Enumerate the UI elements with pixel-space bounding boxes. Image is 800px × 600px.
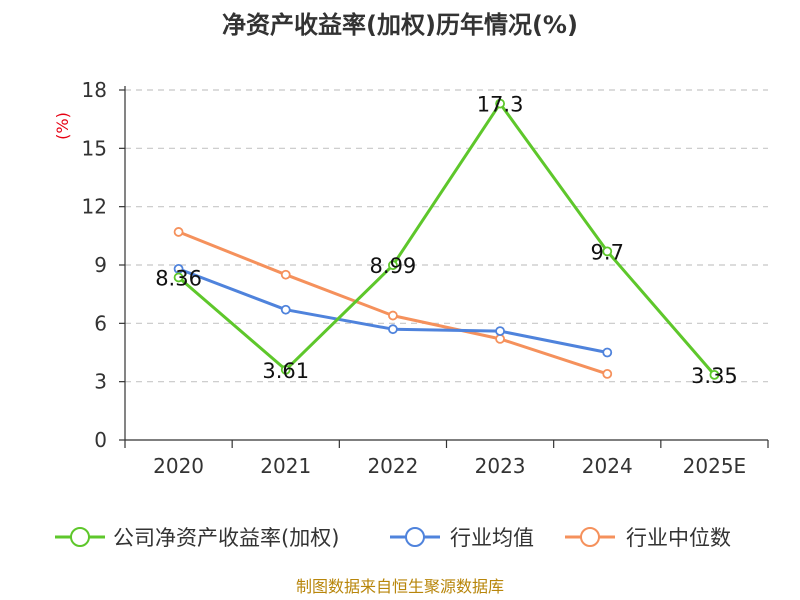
data-label-2025E: 3.35 <box>691 364 738 388</box>
legend-item-2: 行业中位数 <box>565 526 731 550</box>
series-0-point-2025E <box>709 369 720 380</box>
series-2-point-2024 <box>602 368 613 379</box>
series-0-point-2021 <box>280 364 291 375</box>
data-label-2023: 17.3 <box>477 93 524 117</box>
legend-label-0: 公司净资产收益率(加权) <box>113 526 339 550</box>
source-note: 制图数据来自恒生聚源数据库 <box>296 577 504 596</box>
series-1-point-2023 <box>495 326 505 337</box>
y-tick-label-15: 15 <box>82 136 107 160</box>
y-tick-label-9: 9 <box>94 253 107 277</box>
x-tick-label-2021: 2021 <box>260 454 311 478</box>
axis-layer: 0 3 6 9 12 15 18 2020 2021 2022 2023 2024 2025E <box>82 78 769 478</box>
y-tick-label-18: 18 <box>82 78 107 102</box>
legend: 公司净资产收益率(加权) 行业均值 行业中位数 <box>55 526 731 550</box>
x-tick-label-2025E: 2025E <box>683 454 747 478</box>
series-0-point-2020 <box>173 272 184 283</box>
series-0-point-2023 <box>495 98 505 109</box>
y-tick-label-0: 0 <box>94 428 107 452</box>
data-label-2024: 9.7 <box>591 240 624 264</box>
series-1-point-2022 <box>388 324 398 335</box>
data-label-2022: 8.99 <box>370 254 417 278</box>
data-label-2021: 3.61 <box>262 359 309 383</box>
y-tick-label-12: 12 <box>82 195 107 219</box>
data-label-layer: 8.36 3.61 8.99 17.3 9.7 3.35 <box>155 93 738 388</box>
x-tick-label-2022: 2022 <box>367 454 418 478</box>
legend-label-1: 行业均值 <box>450 526 534 550</box>
y-tick-label-6: 6 <box>94 311 107 335</box>
legend-swatch-marker-2 <box>580 527 600 547</box>
series-layer <box>173 98 720 380</box>
series-1-point-2024 <box>602 347 613 358</box>
series-2-point-2022 <box>388 310 398 321</box>
series-line-2 <box>178 230 608 376</box>
series-2-point-2021 <box>280 269 291 280</box>
legend-item-0: 公司净资产收益率(加权) <box>55 526 339 550</box>
series-0-point-2022 <box>388 260 398 271</box>
series-2-point-2020 <box>173 227 184 237</box>
grid-layer <box>125 89 768 383</box>
y-axis-label: (%) <box>53 112 72 140</box>
y-tick-label-3: 3 <box>94 370 107 394</box>
legend-item-1: 行业均值 <box>390 526 534 550</box>
x-tick-label-2023: 2023 <box>475 454 526 478</box>
legend-swatch-marker-0 <box>70 527 90 547</box>
chart-title: 净资产收益率(加权)历年情况(%) <box>222 11 578 39</box>
legend-swatch-marker-1 <box>405 527 425 547</box>
x-tick-label-2024: 2024 <box>582 454 633 478</box>
legend-label-2: 行业中位数 <box>626 526 731 550</box>
x-tick-label-2020: 2020 <box>153 454 204 478</box>
series-1-point-2021 <box>280 304 291 315</box>
series-line-0 <box>177 102 716 376</box>
data-label-2020: 8.36 <box>155 266 202 290</box>
series-0-point-2024 <box>602 246 613 257</box>
series-2-point-2023 <box>495 333 505 344</box>
